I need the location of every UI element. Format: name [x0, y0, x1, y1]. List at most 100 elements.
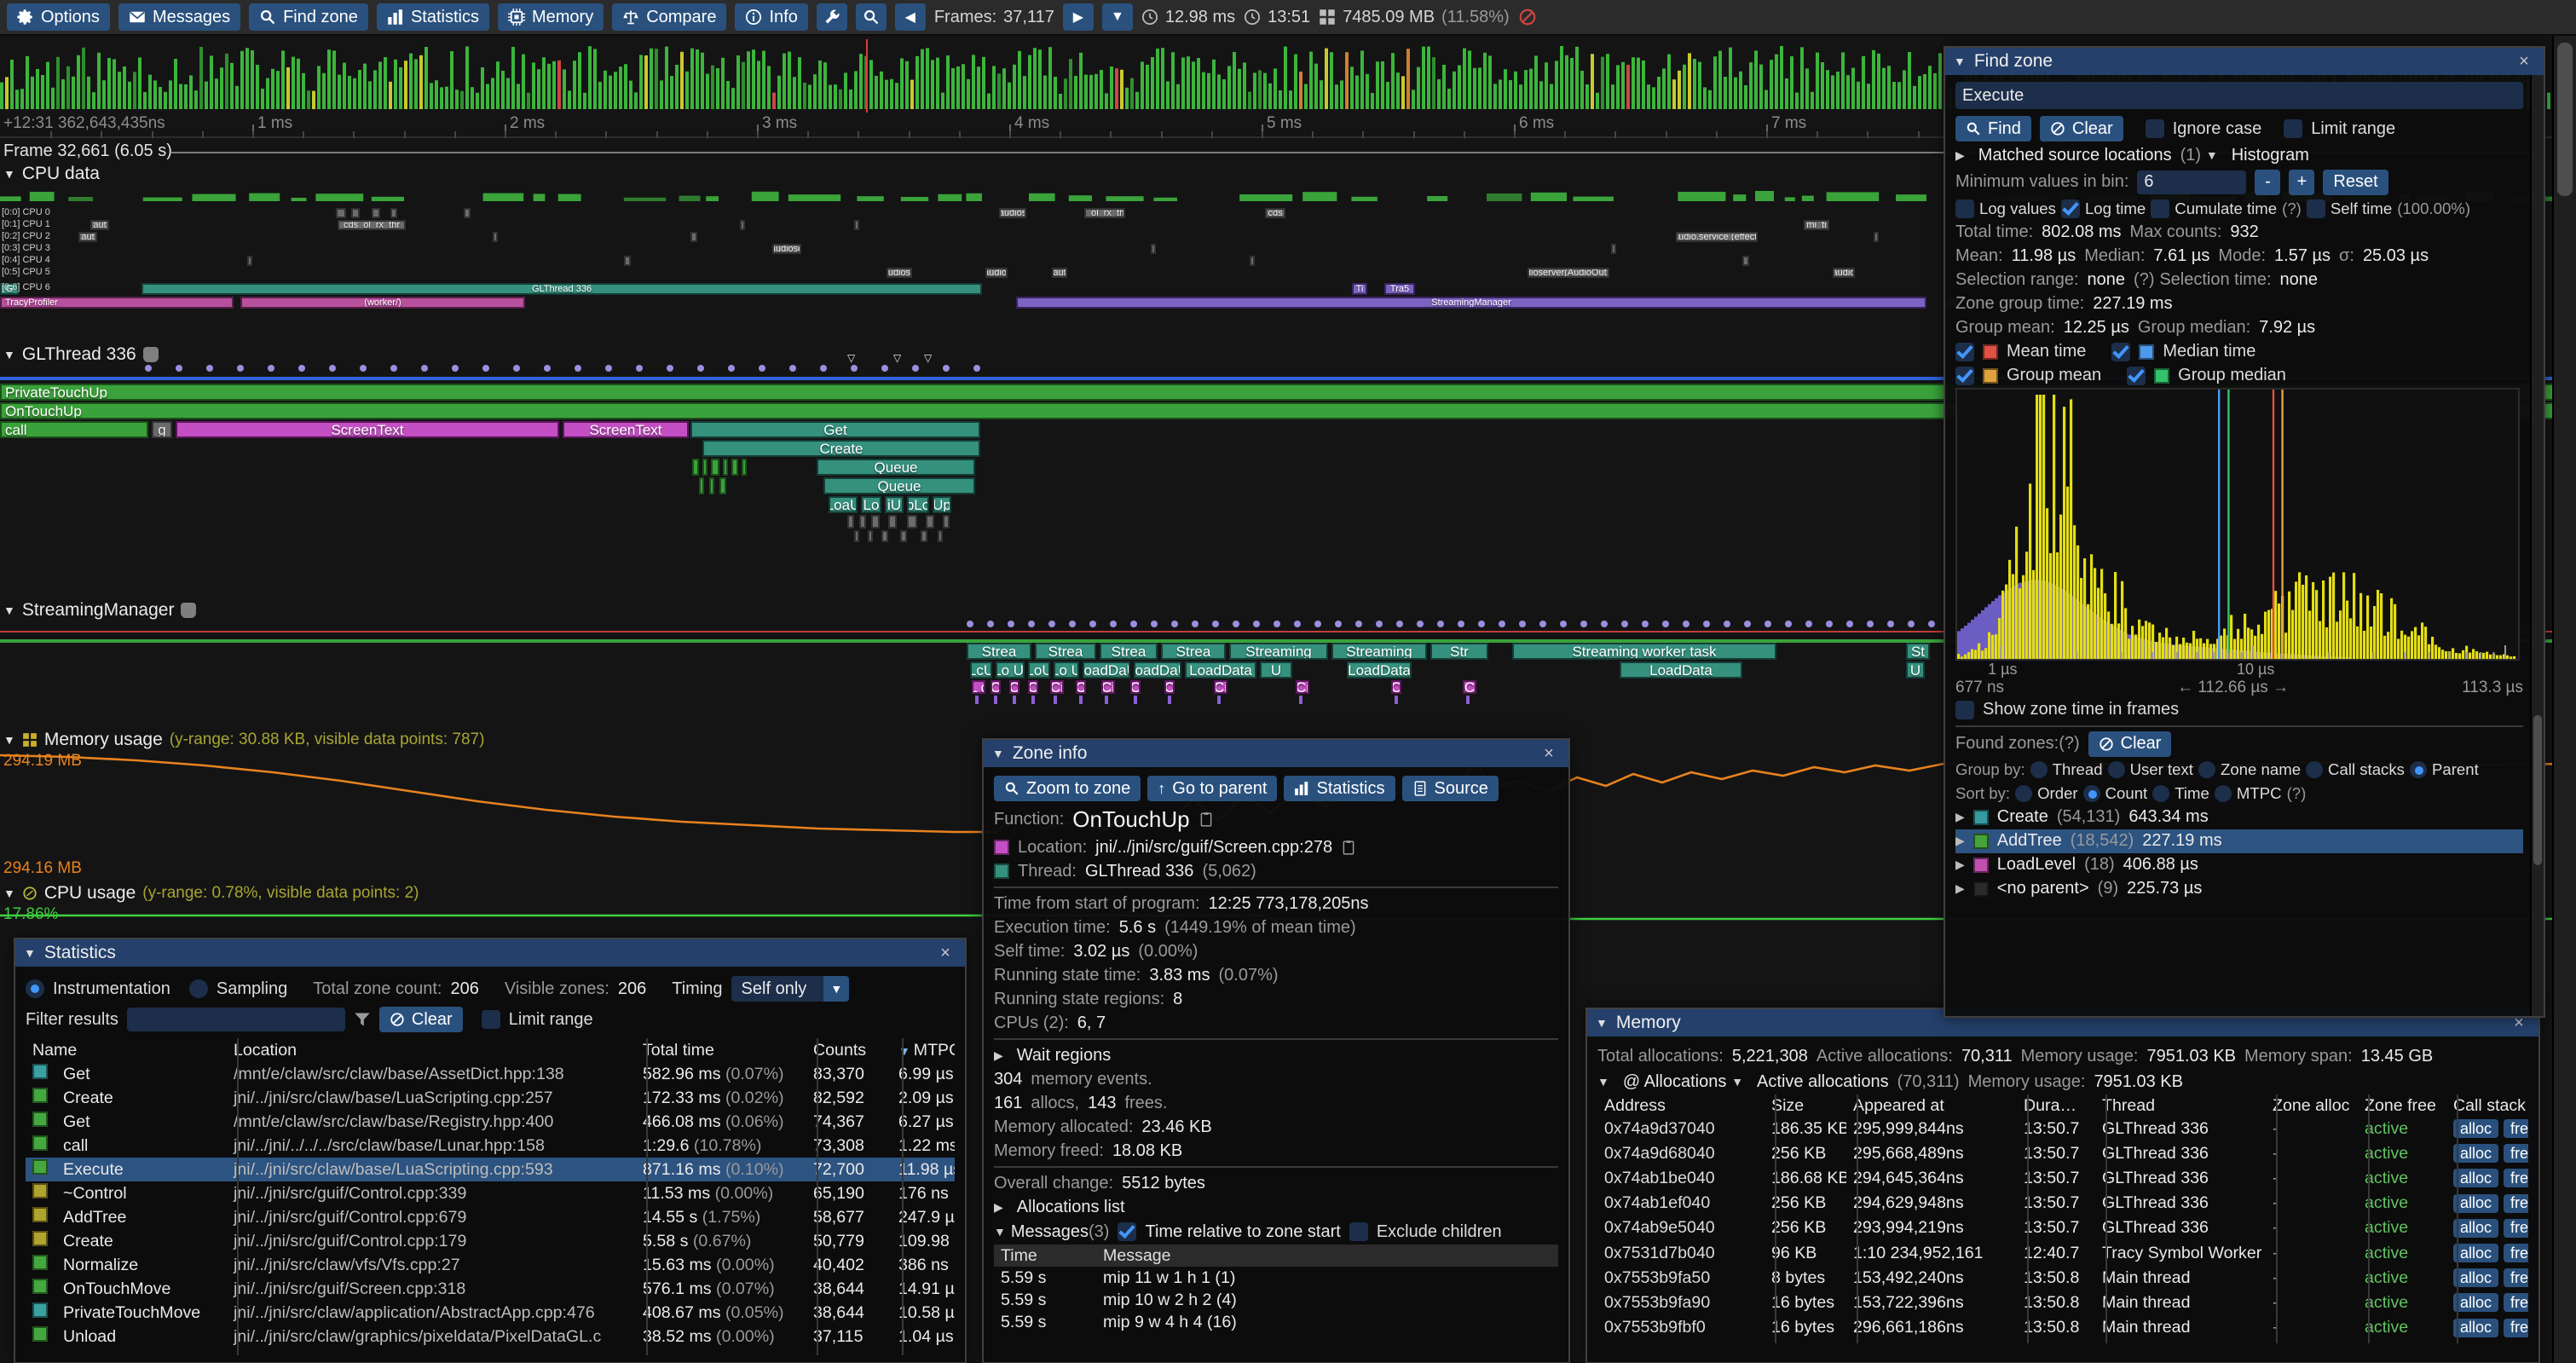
table-row-get[interactable]: Get/mnt/e/claw/src/claw/base/AssetDict.h… [26, 1062, 955, 1086]
zone[interactable] [624, 256, 631, 266]
zone-statistics-button[interactable]: Statistics [1284, 776, 1395, 801]
zone-strea[interactable]: Strea [967, 643, 1031, 660]
min-bin-input[interactable]: 6 [2137, 170, 2247, 194]
zone-c[interactable]: C [1130, 680, 1141, 694]
zone-aut[interactable]: aut [1052, 268, 1067, 278]
free-callstack-button[interactable]: free [2504, 1218, 2528, 1238]
zone-cds-ol-rx-threa[interactable]: cds_ol_rx_threa [1084, 208, 1125, 218]
message-marker[interactable] [482, 365, 489, 372]
zone[interactable] [854, 530, 859, 542]
active-allocations-node[interactable]: ▼ Active allocations (70,311) Memory usa… [1731, 1071, 2183, 1091]
location-value[interactable]: jni/../jni/src/guif/Screen.cpp:278 [1095, 837, 1333, 857]
message-marker[interactable] [390, 365, 397, 372]
message-triangle-icon[interactable]: ▽ [893, 352, 902, 364]
group-by-call-stacks-radio[interactable] [2306, 760, 2324, 778]
zone-loaddata[interactable]: LoadData [1620, 661, 1742, 679]
next-frame-button[interactable]: ▶ [1062, 3, 1094, 31]
table-row-create[interactable]: Create jni/../jni/src/claw/base/LuaScript… [26, 1086, 955, 1110]
message-marker[interactable] [1724, 621, 1730, 627]
zone-ci[interactable]: Ci [1101, 680, 1115, 694]
zone[interactable] [1611, 244, 1616, 254]
message-marker[interactable] [1662, 621, 1669, 627]
alloc-callstack-button[interactable]: alloc [2453, 1144, 2499, 1164]
zone-strea[interactable]: Strea [1100, 643, 1158, 660]
zone[interactable] [372, 208, 380, 218]
column-header-time[interactable]: Time [1001, 1245, 1037, 1265]
alloc-callstack-button[interactable]: alloc [2453, 1218, 2499, 1238]
cumulate-time-checkbox[interactable] [2151, 199, 2170, 218]
messages-node[interactable]: ▼ Messages (3) [994, 1222, 1110, 1241]
message-marker[interactable] [1376, 621, 1383, 627]
zone[interactable] [742, 459, 747, 476]
message-marker[interactable] [912, 365, 919, 372]
free-callstack-button[interactable]: free [2504, 1169, 2528, 1188]
allocation-row[interactable]: 0x7553b9fa50 8 bytes 153,492,240ns 13:50.8 M… [1597, 1266, 2528, 1290]
message-marker[interactable] [298, 365, 305, 372]
zone-u[interactable]: U [1260, 661, 1292, 679]
zone-aut[interactable]: aut [90, 220, 109, 230]
message-marker[interactable] [575, 365, 581, 372]
sort-by-order-radio[interactable] [2015, 784, 2033, 802]
allocation-row[interactable]: 0x7553b9fa90 16 bytes 153,722,396ns 13:50.8… [1597, 1291, 2528, 1314]
filter-input[interactable] [126, 1008, 345, 1031]
zone[interactable] [464, 208, 471, 218]
clear-button[interactable]: Clear [2039, 116, 2123, 141]
zone-aut[interactable]: aut [78, 232, 97, 242]
alloc-callstack-button[interactable]: alloc [2453, 1318, 2499, 1337]
zone[interactable] [692, 459, 699, 476]
matched-source-locations-node[interactable]: ▶ Matched source locations (1) [1955, 146, 2202, 165]
zone-audioserver-audioout-d[interactable]: audioserver(AudioOut_D) [1528, 268, 1609, 278]
message-marker[interactable] [1110, 621, 1117, 627]
group-by-parent-radio[interactable] [2409, 760, 2427, 778]
close-icon[interactable]: × [2519, 51, 2529, 71]
message-marker[interactable] [1048, 621, 1055, 627]
zone[interactable] [888, 515, 897, 528]
collapse-icon[interactable]: ▼ [992, 747, 1004, 760]
message-marker[interactable] [1008, 621, 1014, 627]
message-marker[interactable] [206, 365, 213, 372]
table-row-get[interactable]: Get/mnt/e/claw/src/claw/base/Registry.hp… [26, 1110, 955, 1134]
message-marker[interactable] [1621, 621, 1628, 627]
table-row-privatetouchmove[interactable]: PrivateTouchMove jni/../jni/src/claw/appl… [26, 1301, 955, 1325]
clear-filter-button[interactable]: Clear [378, 1007, 463, 1032]
message-marker[interactable] [544, 365, 551, 372]
scrollbar-thumb[interactable] [2533, 714, 2542, 866]
message-marker[interactable] [1314, 621, 1321, 627]
zone[interactable] [900, 530, 907, 542]
zone[interactable] [926, 515, 934, 528]
message-marker[interactable] [1642, 621, 1649, 627]
message-marker[interactable] [1519, 621, 1526, 627]
free-callstack-button[interactable]: free [2504, 1144, 2528, 1164]
free-callstack-button[interactable]: free [2504, 1268, 2528, 1288]
message-marker[interactable] [1089, 621, 1096, 627]
message-marker[interactable] [1539, 621, 1546, 627]
zoom-to-zone-button[interactable]: Zoom to zone [994, 776, 1141, 801]
limit-range-checkbox[interactable] [2284, 119, 2303, 138]
message-marker[interactable] [1744, 621, 1751, 627]
message-row[interactable]: 5.59 s mip 11 w 1 h 1 (1) [994, 1267, 1558, 1289]
message-marker[interactable] [1580, 621, 1587, 627]
message-marker[interactable] [1908, 621, 1915, 627]
table-row-ontouchmove[interactable]: OnTouchMove jni/../jni/src/guif/Screen.cp… [26, 1277, 955, 1301]
zone[interactable] [390, 208, 397, 218]
zone-audiose[interactable]: audiose [772, 244, 801, 254]
messages-button[interactable]: Messages [118, 3, 241, 31]
collapse-icon[interactable]: ▼ [1596, 1016, 1608, 1030]
log-time-checkbox[interactable] [2060, 199, 2080, 218]
group-median-checkbox[interactable] [2127, 366, 2146, 385]
thread-value[interactable]: GLThread 336 [1084, 861, 1194, 881]
log-values-checkbox[interactable] [1955, 199, 1974, 218]
collapse-icon[interactable]: ▼ [24, 946, 36, 960]
message-marker[interactable] [513, 365, 520, 372]
tools-button[interactable] [816, 3, 847, 31]
table-row-execute[interactable]: Execute jni/../jni/src/claw/base/LuaScrip… [26, 1158, 955, 1181]
zone[interactable] [938, 530, 943, 542]
message-marker[interactable] [237, 365, 244, 372]
message-marker[interactable] [667, 365, 673, 372]
message-marker[interactable] [1233, 621, 1239, 627]
column-header-call-stack[interactable]: Call stack [2453, 1095, 2526, 1115]
zone-str[interactable]: Str [1430, 643, 1488, 660]
message-marker[interactable] [1355, 621, 1362, 627]
message-marker[interactable] [360, 365, 367, 372]
find-zone-button[interactable]: Find zone [249, 3, 368, 31]
